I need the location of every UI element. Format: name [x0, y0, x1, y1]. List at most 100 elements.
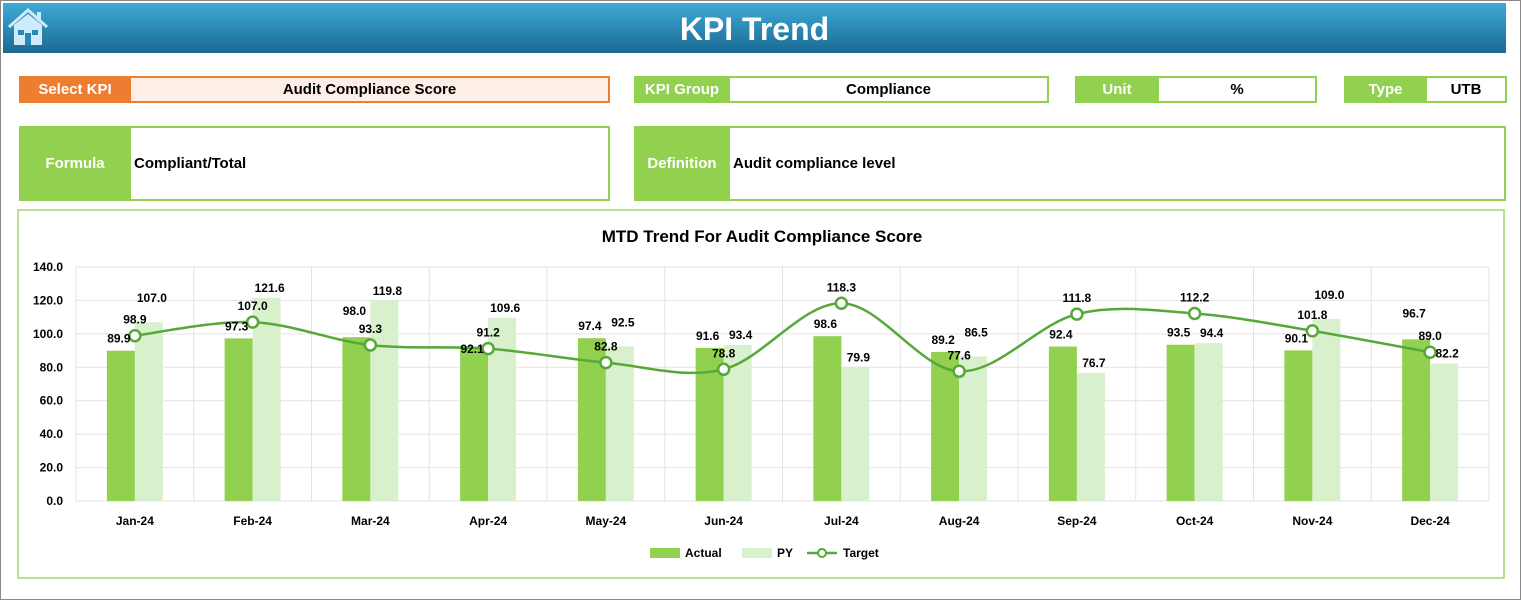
legend-actual-label: Actual [685, 546, 722, 560]
target-marker [599, 355, 613, 370]
actual-bar [1048, 346, 1077, 501]
x-tick-label: Feb-24 [233, 514, 272, 528]
target-data-label: 118.3 [827, 280, 857, 294]
target-data-label: 91.2 [476, 326, 500, 340]
definition-value: Audit compliance level [728, 126, 1506, 201]
target-marker [481, 341, 495, 356]
py-bar [1194, 343, 1223, 501]
target-data-label: 98.9 [123, 313, 147, 327]
actual-bar [813, 336, 842, 501]
x-tick-label: Jan-24 [116, 514, 154, 528]
py-data-label: 86.5 [964, 325, 988, 339]
actual-data-label: 93.5 [1167, 326, 1191, 340]
header-bar: KPI Trend [3, 3, 1506, 53]
py-bar [252, 297, 281, 501]
x-tick-label: Oct-24 [1176, 514, 1214, 528]
actual-data-label: 97.4 [578, 319, 602, 333]
actual-data-label: 89.9 [107, 332, 131, 346]
legend-actual-swatch [650, 548, 680, 558]
py-data-label: 94.4 [1200, 326, 1224, 340]
legend-py-label: PY [777, 546, 793, 560]
actual-bar [106, 350, 135, 501]
formula-value: Compliant/Total [129, 126, 610, 201]
x-tick-label: Jul-24 [824, 514, 859, 528]
py-data-label: 79.9 [847, 350, 871, 364]
py-bar [134, 322, 163, 501]
target-data-label: 112.2 [1180, 290, 1210, 304]
x-tick-label: Jun-24 [704, 514, 743, 528]
py-bar [841, 367, 870, 501]
py-data-label: 82.2 [1435, 347, 1459, 361]
target-data-label: 78.8 [712, 346, 736, 360]
actual-bar [1284, 350, 1313, 501]
select-kpi-dropdown[interactable]: Audit Compliance Score [129, 76, 610, 103]
y-tick-label: 80.0 [40, 360, 64, 374]
target-marker [1070, 307, 1084, 321]
type-label: Type [1344, 76, 1427, 103]
unit-label: Unit [1075, 76, 1159, 103]
x-tick-label: Apr-24 [469, 514, 507, 528]
definition-label: Definition [634, 126, 730, 201]
x-tick-label: Mar-24 [351, 514, 390, 528]
legend-target-marker [817, 548, 827, 558]
y-tick-label: 100.0 [33, 327, 63, 341]
target-data-label: 77.6 [947, 348, 971, 362]
x-tick-label: Aug-24 [939, 514, 980, 528]
actual-data-label: 98.0 [343, 304, 367, 318]
actual-bar [1166, 344, 1195, 501]
kpi-group-label: KPI Group [634, 76, 730, 103]
target-data-label: 89.0 [1418, 329, 1442, 343]
py-data-label: 107.0 [137, 291, 167, 305]
actual-bar [224, 338, 253, 501]
page-title: KPI Trend [679, 11, 830, 47]
home-icon[interactable] [7, 7, 49, 47]
target-marker [128, 328, 142, 343]
target-marker [363, 338, 378, 352]
actual-data-label: 96.7 [1402, 306, 1426, 320]
actual-data-label: 98.6 [814, 317, 838, 331]
py-bar [605, 346, 634, 501]
actual-data-label: 91.6 [696, 329, 720, 343]
target-data-label: 111.8 [1063, 291, 1092, 305]
target-marker [952, 364, 966, 379]
target-marker [1305, 324, 1320, 338]
py-data-label: 121.6 [255, 281, 285, 295]
y-tick-label: 40.0 [40, 427, 64, 441]
select-kpi-label: Select KPI [19, 76, 131, 103]
x-tick-label: May-24 [586, 514, 627, 528]
formula-label: Formula [19, 126, 131, 201]
y-tick-label: 0.0 [46, 494, 63, 508]
target-marker [245, 315, 260, 329]
chart-container [17, 209, 1505, 579]
target-marker [716, 362, 731, 377]
py-bar [370, 300, 399, 501]
target-data-label: 107.0 [238, 299, 268, 313]
py-data-label: 92.5 [611, 315, 635, 329]
chart-title: MTD Trend For Audit Compliance Score [602, 227, 923, 246]
target-marker [834, 296, 849, 311]
x-tick-label: Dec-24 [1410, 514, 1450, 528]
actual-data-label: 89.2 [931, 333, 955, 347]
legend-target-label: Target [843, 546, 879, 560]
y-tick-label: 140.0 [33, 260, 63, 274]
actual-bar [460, 347, 489, 501]
py-bar [1312, 318, 1341, 501]
x-tick-label: Sep-24 [1057, 514, 1097, 528]
py-bar [1076, 372, 1105, 501]
actual-data-label: 97.3 [225, 319, 249, 333]
py-data-label: 93.4 [729, 328, 753, 342]
y-tick-label: 60.0 [40, 394, 64, 408]
py-bar [959, 356, 988, 501]
target-data-label: 93.3 [359, 322, 383, 336]
py-data-label: 119.8 [373, 284, 403, 298]
y-tick-label: 120.0 [33, 293, 63, 307]
actual-bar [1402, 339, 1431, 501]
target-data-label: 82.8 [594, 340, 618, 354]
target-data-label: 101.8 [1297, 308, 1327, 322]
target-marker [1423, 345, 1437, 359]
actual-data-label: 92.4 [1049, 328, 1073, 342]
py-data-label: 76.7 [1082, 356, 1106, 370]
py-data-label: 109.6 [490, 301, 520, 315]
kpi-group-value: Compliance [728, 76, 1049, 103]
